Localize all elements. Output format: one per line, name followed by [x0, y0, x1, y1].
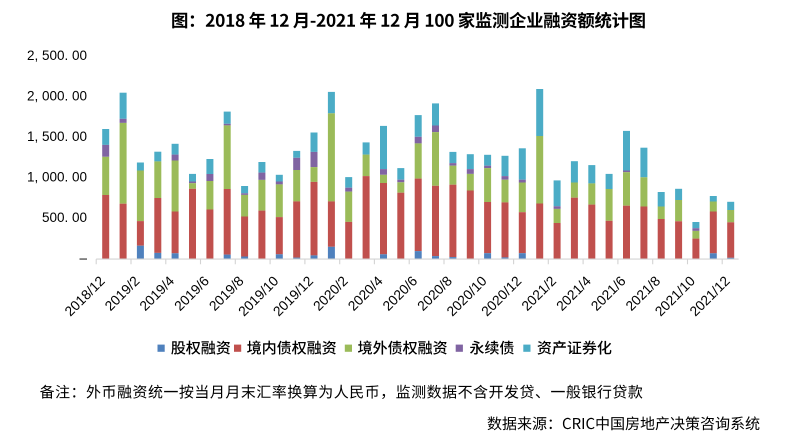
svg-text:1, 500. 00: 1, 500. 00 [27, 129, 87, 144]
svg-text:2, 500. 00: 2, 500. 00 [27, 48, 87, 63]
svg-text:500. 00: 500. 00 [42, 210, 87, 225]
svg-text:–: – [79, 250, 87, 265]
svg-text:1, 000. 00: 1, 000. 00 [27, 169, 87, 184]
svg-text:2, 000. 00: 2, 000. 00 [27, 88, 87, 103]
